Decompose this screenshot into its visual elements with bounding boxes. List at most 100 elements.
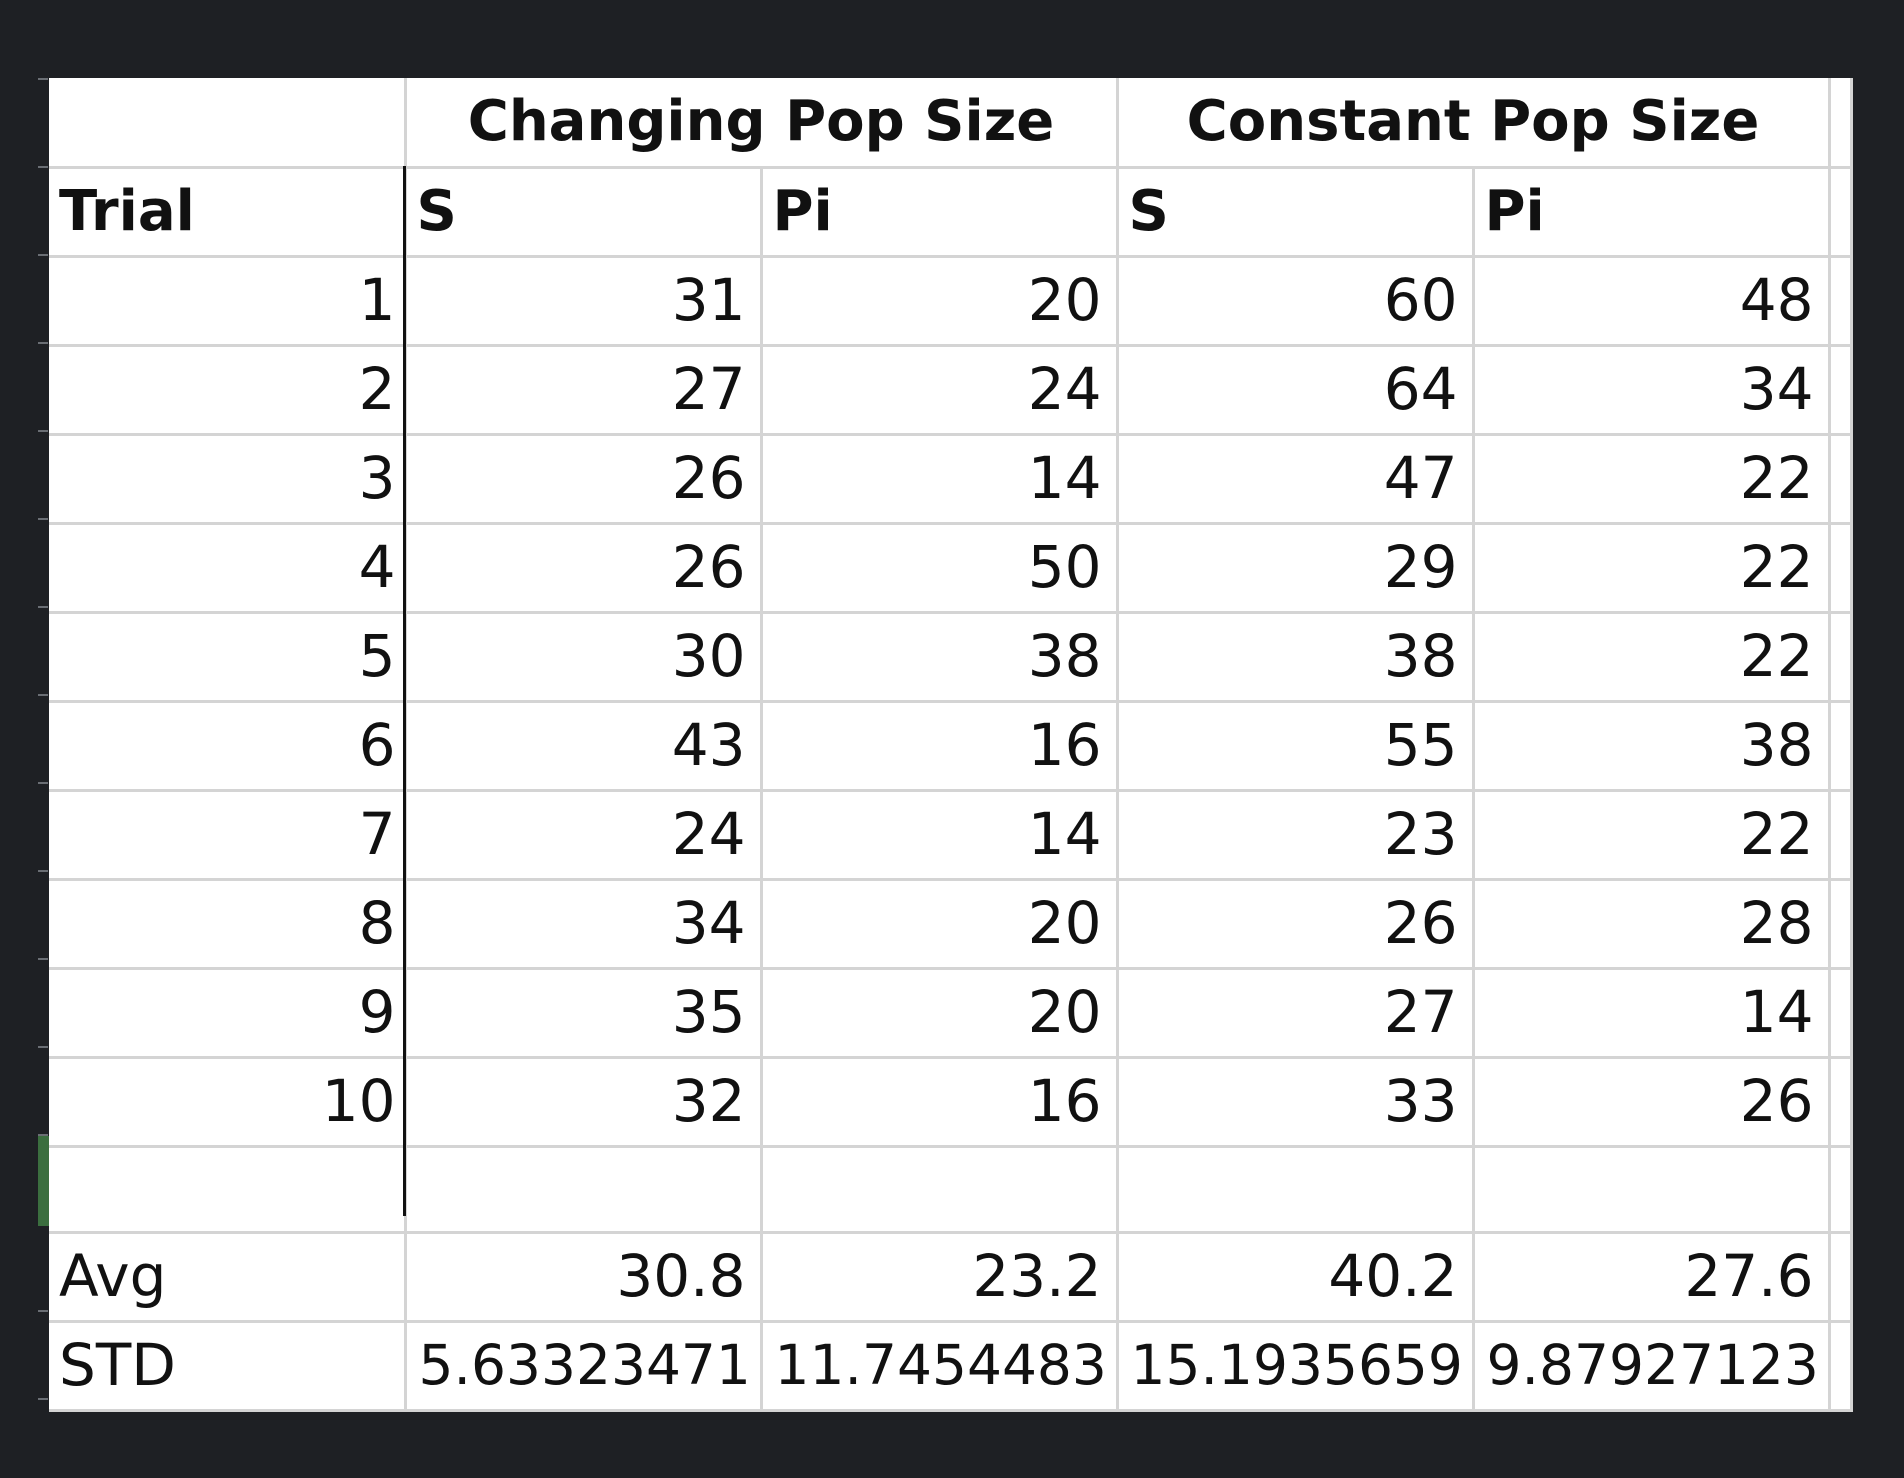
cell[interactable] bbox=[1829, 78, 1853, 169]
cell[interactable] bbox=[1829, 701, 1853, 792]
std-cell[interactable]: 11.7454483 bbox=[761, 1321, 1119, 1413]
std-cell[interactable]: 9.87927123 bbox=[1473, 1321, 1831, 1413]
table-row: 8 34 20 26 28 bbox=[49, 879, 1853, 970]
value-cell[interactable]: 27 bbox=[1117, 968, 1475, 1059]
trial-cell[interactable]: 2 bbox=[49, 345, 407, 436]
cell[interactable] bbox=[405, 1146, 763, 1234]
column-header-constant-pi[interactable]: Pi bbox=[1473, 167, 1831, 258]
column-header-changing-pi[interactable]: Pi bbox=[761, 167, 1119, 258]
trial-cell[interactable]: 1 bbox=[49, 256, 407, 347]
value-cell[interactable]: 24 bbox=[761, 345, 1119, 436]
cell[interactable] bbox=[761, 1146, 1119, 1234]
value-cell[interactable]: 26 bbox=[1473, 1057, 1831, 1148]
value-cell[interactable]: 22 bbox=[1473, 612, 1831, 703]
value-cell[interactable]: 38 bbox=[1117, 612, 1475, 703]
row-tick bbox=[38, 78, 48, 80]
value-cell[interactable]: 23 bbox=[1117, 790, 1475, 881]
value-cell[interactable]: 31 bbox=[405, 256, 763, 347]
cell[interactable] bbox=[1829, 790, 1853, 881]
cell[interactable] bbox=[1829, 523, 1853, 614]
value-cell[interactable]: 20 bbox=[761, 879, 1119, 970]
cell[interactable] bbox=[1829, 167, 1853, 258]
cell[interactable] bbox=[1473, 1146, 1831, 1234]
cell[interactable] bbox=[1829, 434, 1853, 525]
cell[interactable] bbox=[1829, 879, 1853, 970]
column-header-constant-s[interactable]: S bbox=[1117, 167, 1475, 258]
value-cell[interactable]: 29 bbox=[1117, 523, 1475, 614]
value-cell[interactable]: 34 bbox=[1473, 345, 1831, 436]
std-label[interactable]: STD bbox=[49, 1321, 407, 1413]
group-header-changing[interactable]: Changing Pop Size bbox=[405, 78, 1119, 169]
value-cell[interactable]: 33 bbox=[1117, 1057, 1475, 1148]
avg-cell[interactable]: 40.2 bbox=[1117, 1232, 1475, 1323]
value-cell[interactable]: 14 bbox=[761, 790, 1119, 881]
trial-cell[interactable]: 6 bbox=[49, 701, 407, 792]
cell[interactable] bbox=[1829, 256, 1853, 347]
value-cell[interactable]: 22 bbox=[1473, 790, 1831, 881]
table-row: 5 30 38 38 22 bbox=[49, 612, 1853, 703]
cell[interactable] bbox=[1829, 345, 1853, 436]
value-cell[interactable]: 50 bbox=[761, 523, 1119, 614]
cell[interactable] bbox=[1829, 1146, 1853, 1234]
value-cell[interactable]: 34 bbox=[405, 879, 763, 970]
trial-cell[interactable]: 5 bbox=[49, 612, 407, 703]
row-tick bbox=[38, 694, 48, 696]
avg-cell[interactable]: 23.2 bbox=[761, 1232, 1119, 1323]
value-cell[interactable]: 27 bbox=[405, 345, 763, 436]
value-cell[interactable]: 32 bbox=[405, 1057, 763, 1148]
row-tick bbox=[38, 342, 48, 344]
value-cell[interactable]: 20 bbox=[761, 968, 1119, 1059]
value-cell[interactable]: 64 bbox=[1117, 345, 1475, 436]
value-cell[interactable]: 26 bbox=[405, 523, 763, 614]
row-tick bbox=[38, 1046, 48, 1048]
value-cell[interactable]: 30 bbox=[405, 612, 763, 703]
trial-cell[interactable]: 10 bbox=[49, 1057, 407, 1148]
trial-cell[interactable]: 4 bbox=[49, 523, 407, 614]
column-divider bbox=[403, 166, 406, 1216]
column-header-changing-s[interactable]: S bbox=[405, 167, 763, 258]
value-cell[interactable]: 38 bbox=[761, 612, 1119, 703]
avg-cell[interactable]: 27.6 bbox=[1473, 1232, 1831, 1323]
trial-cell[interactable]: 3 bbox=[49, 434, 407, 525]
value-cell[interactable]: 38 bbox=[1473, 701, 1831, 792]
trial-cell[interactable]: 7 bbox=[49, 790, 407, 881]
value-cell[interactable]: 24 bbox=[405, 790, 763, 881]
value-cell[interactable]: 14 bbox=[761, 434, 1119, 525]
avg-label[interactable]: Avg bbox=[49, 1232, 407, 1323]
cell[interactable] bbox=[49, 78, 407, 169]
value-cell[interactable]: 26 bbox=[405, 434, 763, 525]
trial-cell[interactable]: 9 bbox=[49, 968, 407, 1059]
row-tick bbox=[38, 606, 48, 608]
value-cell[interactable]: 16 bbox=[761, 701, 1119, 792]
cell[interactable] bbox=[1829, 968, 1853, 1059]
avg-cell[interactable]: 30.8 bbox=[405, 1232, 763, 1323]
value-cell[interactable]: 20 bbox=[761, 256, 1119, 347]
value-cell[interactable]: 35 bbox=[405, 968, 763, 1059]
row-tick bbox=[38, 166, 48, 168]
value-cell[interactable]: 16 bbox=[761, 1057, 1119, 1148]
cell[interactable] bbox=[1829, 1321, 1853, 1413]
value-cell[interactable]: 26 bbox=[1117, 879, 1475, 970]
value-cell[interactable]: 14 bbox=[1473, 968, 1831, 1059]
cell[interactable] bbox=[1829, 1232, 1853, 1323]
column-header-trial[interactable]: Trial bbox=[49, 167, 407, 258]
value-cell[interactable]: 48 bbox=[1473, 256, 1831, 347]
value-cell[interactable]: 22 bbox=[1473, 523, 1831, 614]
cell[interactable] bbox=[49, 1146, 407, 1234]
value-cell[interactable]: 55 bbox=[1117, 701, 1475, 792]
value-cell[interactable]: 43 bbox=[405, 701, 763, 792]
value-cell[interactable]: 47 bbox=[1117, 434, 1475, 525]
row-tick bbox=[38, 958, 48, 960]
value-cell[interactable]: 60 bbox=[1117, 256, 1475, 347]
std-cell[interactable]: 15.1935659 bbox=[1117, 1321, 1475, 1413]
cell[interactable] bbox=[1829, 1057, 1853, 1148]
cell[interactable] bbox=[1829, 612, 1853, 703]
value-cell[interactable]: 22 bbox=[1473, 434, 1831, 525]
cell[interactable] bbox=[1117, 1146, 1475, 1234]
group-header-constant[interactable]: Constant Pop Size bbox=[1117, 78, 1831, 169]
column-header-row: Trial S Pi S Pi bbox=[49, 167, 1853, 258]
summary-row-avg: Avg 30.8 23.2 40.2 27.6 bbox=[49, 1232, 1853, 1323]
std-cell[interactable]: 5.63323471 bbox=[405, 1321, 763, 1413]
trial-cell[interactable]: 8 bbox=[49, 879, 407, 970]
value-cell[interactable]: 28 bbox=[1473, 879, 1831, 970]
